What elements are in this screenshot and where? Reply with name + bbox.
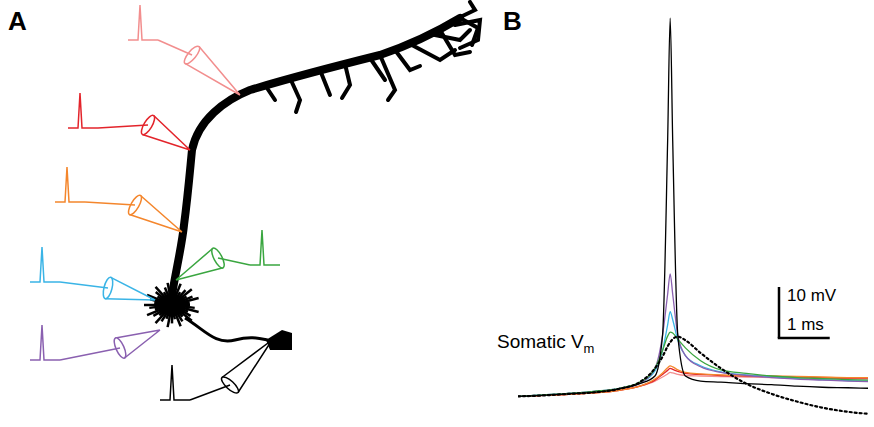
pipette-wire	[218, 258, 250, 265]
neurite-branch	[380, 55, 395, 100]
pipette-wire	[158, 40, 192, 55]
neurite-branch	[430, 30, 470, 40]
axon	[185, 318, 268, 341]
figure: A B Somatic Vm 10 mV 1 ms	[0, 0, 874, 427]
mini-trace	[30, 247, 60, 282]
soma	[266, 330, 292, 350]
panel-letter: B	[503, 6, 522, 36]
neurite-branch	[290, 78, 300, 112]
pipette	[30, 325, 160, 360]
pipette	[160, 340, 272, 400]
mini-trace	[68, 93, 98, 128]
mini-trace	[30, 325, 60, 360]
mini-trace	[55, 167, 85, 202]
mini-trace	[128, 5, 158, 40]
pipette	[30, 247, 155, 300]
mini-trace	[250, 230, 280, 265]
neurite	[172, 18, 460, 295]
neurite-branch	[455, 20, 480, 48]
neurite-branch	[440, 30, 470, 55]
scale-bar-label: 1 ms	[787, 315, 824, 334]
pipette-wire	[60, 348, 120, 360]
neurite-branch	[395, 50, 420, 70]
pipette	[128, 5, 240, 95]
annotation: Somatic Vm	[497, 331, 594, 356]
mini-trace	[160, 365, 190, 400]
trace	[518, 312, 868, 397]
pipette	[68, 93, 190, 150]
neurite-branch	[265, 85, 275, 100]
trace	[518, 368, 868, 396]
scale-bar-y	[778, 287, 781, 338]
neurite-branch	[320, 70, 330, 95]
pipette	[176, 230, 280, 280]
pipette-wire	[60, 282, 108, 288]
traces	[518, 18, 868, 414]
scale-bar-label: 10 mV	[787, 286, 837, 305]
pipette-wire	[85, 202, 135, 205]
scale-bar-x	[778, 337, 830, 340]
pipette-wire	[190, 385, 230, 400]
trace	[518, 366, 868, 397]
pipette-wire	[98, 125, 148, 128]
panel-letter: A	[8, 6, 27, 36]
neurite-branch	[342, 64, 350, 98]
pipette	[55, 167, 182, 232]
neuron-diagram	[30, 2, 480, 400]
neurite-core	[158, 294, 186, 316]
scale-bar: 10 mV 1 ms	[778, 286, 837, 338]
